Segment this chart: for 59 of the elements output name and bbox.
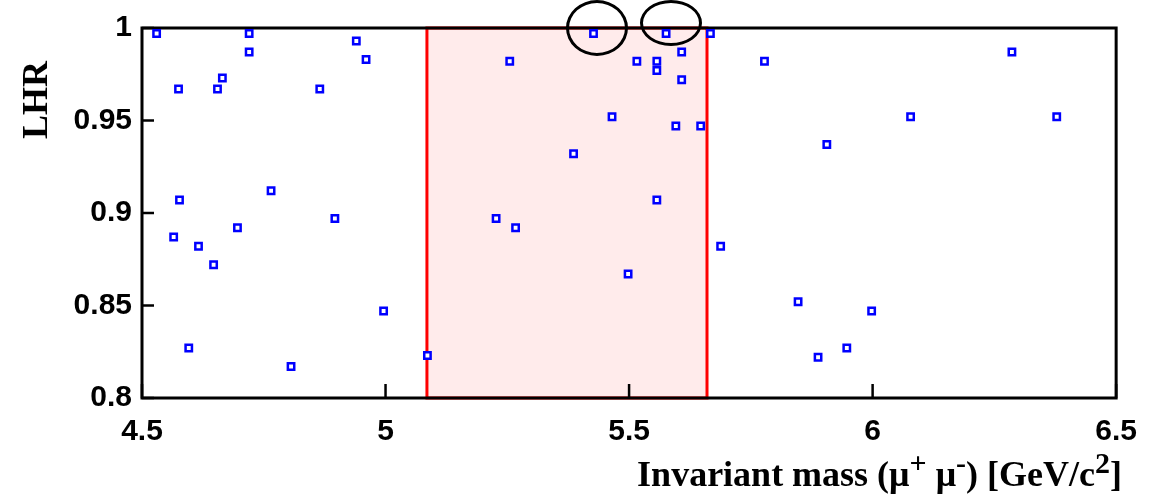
point [361, 55, 371, 64]
point [213, 84, 222, 94]
point [209, 260, 219, 270]
point [867, 306, 877, 316]
point [379, 306, 389, 316]
x-tick-label: 6.5 [1095, 413, 1138, 447]
x-tick-label: 6 [864, 413, 881, 447]
point [842, 343, 852, 353]
point [217, 73, 227, 83]
point [233, 223, 242, 233]
point [677, 47, 687, 57]
point [175, 195, 184, 205]
point [1007, 47, 1017, 57]
x-tick-label: 5 [377, 413, 394, 447]
point [491, 214, 501, 223]
point [716, 241, 726, 251]
point [760, 56, 769, 66]
y-tick-label: 0.9 [90, 194, 132, 228]
point [1052, 112, 1062, 122]
point [169, 232, 179, 242]
point [286, 362, 296, 371]
point [174, 84, 183, 94]
point [813, 352, 823, 362]
point [351, 36, 361, 46]
point [671, 121, 681, 131]
point [632, 56, 642, 66]
point [511, 223, 521, 233]
point [266, 186, 276, 196]
x-axis-title: Invariant mass (μ$^{+}$ μ$^{-}$) [GeV/c$^{2}$] [637, 446, 1122, 495]
y-tick-label: 0.8 [90, 379, 132, 413]
point [793, 297, 803, 307]
point [589, 29, 598, 38]
point [652, 56, 662, 66]
y-tick-label: 1 [115, 9, 132, 43]
y-axis-title: LHR [14, 60, 56, 140]
point [652, 195, 662, 205]
point [244, 47, 254, 57]
point [906, 112, 916, 122]
point [194, 241, 203, 251]
point [569, 149, 578, 159]
y-tick-label: 0.85 [73, 286, 132, 320]
point [623, 269, 633, 279]
point [152, 29, 162, 38]
point [422, 351, 432, 360]
point [505, 56, 515, 66]
point [696, 121, 706, 131]
x-tick-label: 4.5 [121, 413, 163, 447]
x-tick-label: 5.5 [608, 413, 650, 447]
point [677, 75, 687, 85]
point [244, 29, 254, 38]
point [705, 29, 715, 38]
point [661, 29, 671, 38]
point [315, 84, 325, 94]
y-tick-label: 0.95 [73, 101, 132, 135]
point [652, 66, 662, 75]
point [607, 112, 617, 122]
point [822, 140, 832, 149]
point [330, 214, 340, 223]
point [184, 343, 194, 353]
